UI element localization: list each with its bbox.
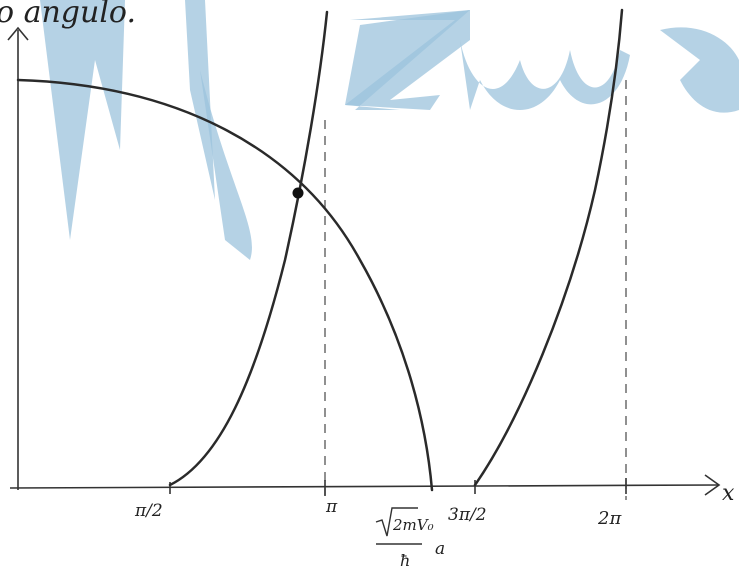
sketch: o angulo. π/2 π 3π/2 2π x 2mV₀ ħ a [0, 0, 739, 574]
tick-label: π [325, 497, 338, 517]
tick-label: π/2 [134, 501, 163, 521]
tan-curve [475, 10, 622, 485]
intersection-point [293, 188, 304, 199]
tick-label: 2π [597, 508, 622, 529]
tick-label: 3π/2 [448, 505, 487, 525]
x-axis [10, 485, 718, 488]
fraction-denominator: ħ [400, 551, 410, 570]
fraction-numerator: 2mV₀ [392, 516, 434, 534]
fraction-suffix: a [435, 539, 445, 559]
page: {"title": "o angulo.", "ticks": ["π/2", … [0, 0, 739, 574]
axis-label: x [722, 481, 735, 506]
heading-text: o angulo. [0, 0, 136, 30]
watermark [40, 0, 739, 260]
